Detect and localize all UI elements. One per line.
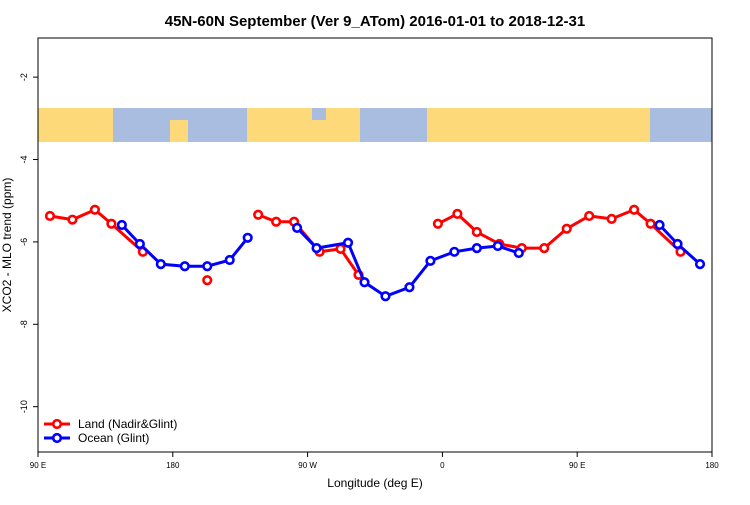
y-tick-label: -6 [19,238,29,246]
x-tick-label: 180 [705,461,719,470]
x-tick-label: 90 W [298,461,317,470]
data-point [311,242,322,254]
data-point [155,259,166,270]
data-point [116,219,127,231]
plot-frame [37,37,713,453]
y-axis-label: XCO2 - MLO trend (ppm) [0,178,14,313]
data-point [134,238,145,250]
data-point [452,208,463,219]
data-point [44,210,56,222]
chart-title: 45N-60N September (Ver 9_ATom) 2016-01-0… [165,13,585,30]
data-point [179,261,190,272]
data-point [67,214,78,225]
map-ocean [312,108,326,120]
data-point [449,246,460,257]
legend-item: Ocean (Glint) [44,431,149,445]
map-band [38,108,712,142]
data-point [645,218,656,229]
data-point [492,240,503,252]
y-tick-label: -4 [19,156,29,164]
map-ocean [113,108,170,142]
y-tick-label: -8 [19,320,29,328]
data-point [425,255,436,266]
y-tick-label: -2 [19,73,29,81]
data-point [106,218,117,229]
data-point [561,223,572,234]
legend-label: Ocean (Glint) [78,431,149,445]
legend-marker [51,418,63,430]
x-tick-label: 180 [166,461,180,470]
data-point [404,282,415,293]
data-point [380,291,391,302]
x-tick-label: 90 E [30,461,46,470]
data-point [359,277,370,288]
data-point [253,209,264,220]
data-point [432,218,444,229]
data-point [539,242,550,254]
map-ocean [650,108,712,142]
data-point [292,222,303,234]
x-tick-label: 90 E [569,461,585,470]
y-tick-label: -10 [19,400,29,413]
data-point [672,238,683,250]
legend-item: Land (Nadir&Glint) [44,417,177,431]
data-point [629,204,640,215]
data-point [694,259,706,270]
x-tick-label: 0 [440,461,445,470]
map-ocean [188,108,247,142]
map-ocean [170,108,188,120]
data-point [584,210,595,222]
data-point [513,247,524,259]
legend-label: Land (Nadir&Glint) [78,417,177,431]
x-axis-label: Longitude (deg E) [327,476,422,490]
data-point [224,254,235,266]
data-point [606,213,617,224]
data-point [242,232,253,243]
map-ocean [360,108,427,142]
data-point [342,237,354,248]
data-point [471,242,482,254]
data-point [202,261,213,272]
data-point [202,275,213,286]
legend-marker [51,432,63,444]
data-point [654,219,665,231]
data-point [89,204,101,215]
data-point [335,243,346,255]
data-point [271,216,282,227]
data-point [471,226,482,238]
